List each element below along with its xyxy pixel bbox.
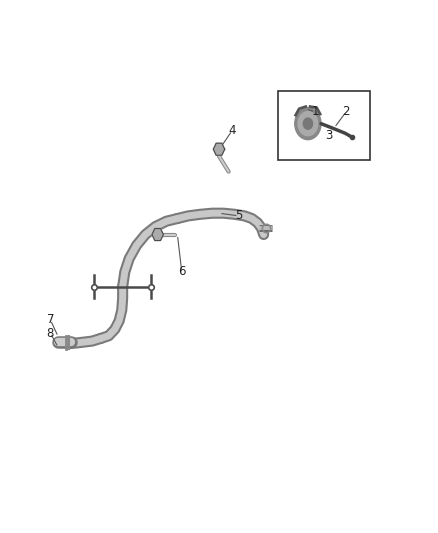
Text: 7: 7: [46, 313, 54, 326]
Bar: [278, 91, 370, 160]
Circle shape: [295, 108, 321, 140]
Text: 1: 1: [311, 106, 319, 118]
Circle shape: [298, 112, 318, 136]
Text: 6: 6: [178, 265, 186, 278]
Text: 4: 4: [228, 124, 236, 137]
Text: 3: 3: [325, 130, 332, 142]
Polygon shape: [152, 229, 163, 240]
Text: 5: 5: [235, 209, 242, 222]
Polygon shape: [213, 143, 225, 155]
Text: 2: 2: [342, 106, 350, 118]
Text: 8: 8: [47, 327, 54, 340]
Circle shape: [304, 118, 313, 130]
